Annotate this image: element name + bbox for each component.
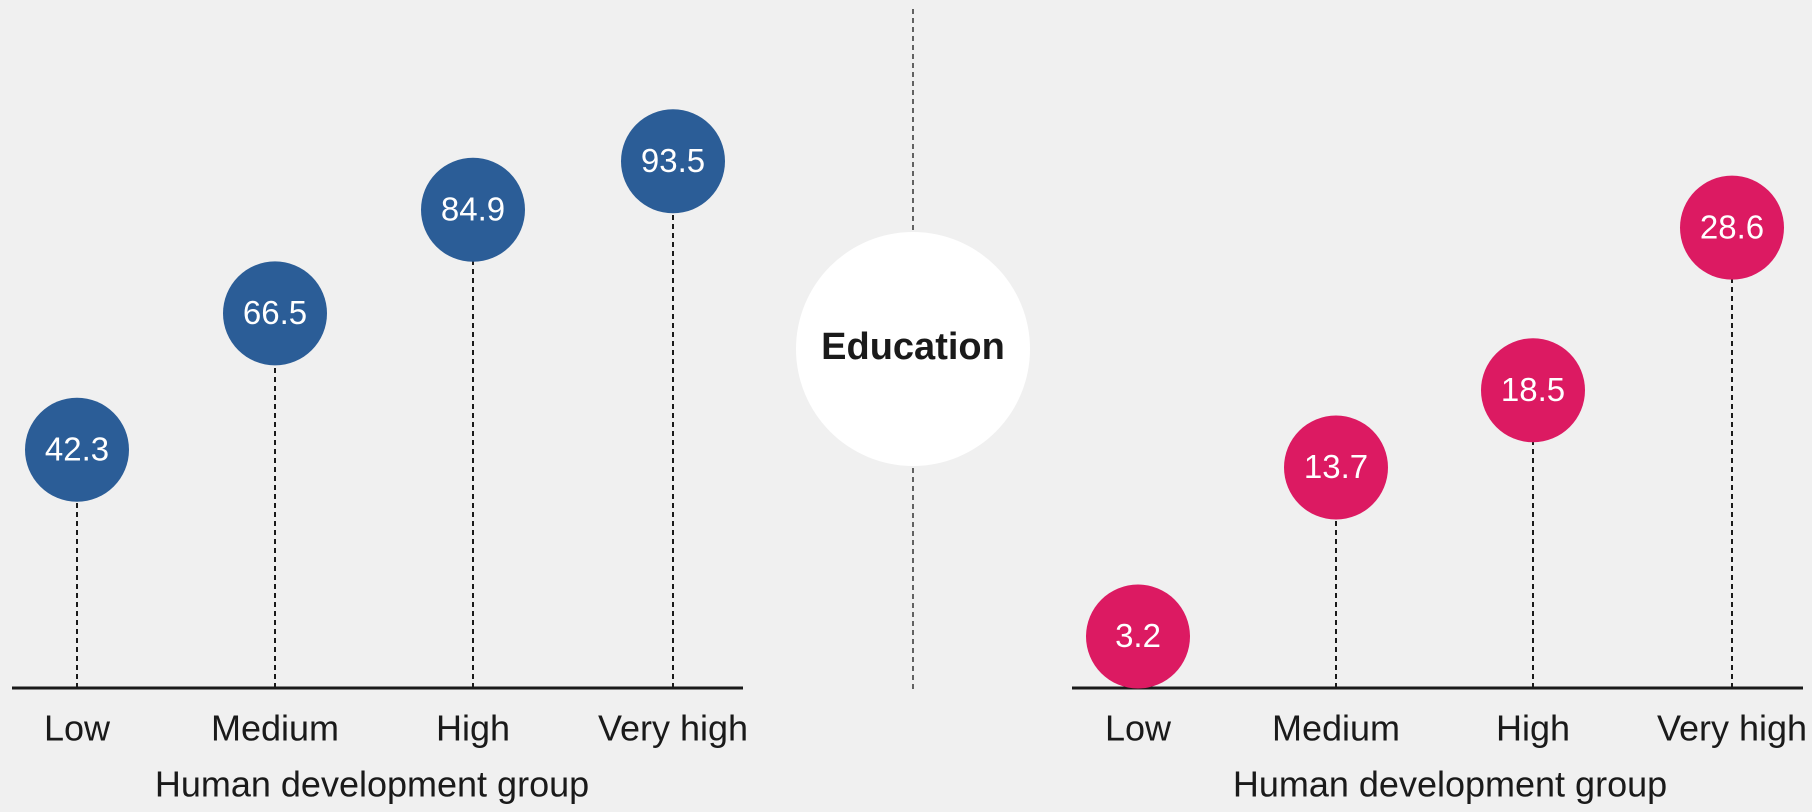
x-tick-label: Low (1105, 708, 1172, 749)
value-label: 93.5 (641, 142, 705, 179)
dot (1284, 415, 1388, 520)
value-label: 66.5 (243, 294, 307, 331)
value-label: 13.7 (1304, 448, 1368, 485)
dot (1680, 175, 1784, 280)
x-axis-label: Human development group (1233, 764, 1667, 805)
x-tick-label: Very high (598, 708, 748, 749)
value-label: 3.2 (1115, 617, 1161, 654)
x-tick-label: High (436, 708, 510, 749)
center-label: Education (821, 326, 1005, 368)
value-label: 84.9 (441, 190, 505, 227)
dot (25, 397, 129, 502)
dot (223, 261, 327, 366)
center-badge (796, 232, 1030, 466)
dot (421, 157, 525, 262)
x-tick-label: High (1496, 708, 1570, 749)
value-label: 28.6 (1700, 208, 1764, 245)
dot (1481, 338, 1585, 443)
x-tick-label: Low (44, 708, 111, 749)
x-axis-label: Human development group (155, 764, 589, 805)
x-tick-label: Very high (1657, 708, 1807, 749)
x-tick-label: Medium (1272, 708, 1400, 749)
x-tick-label: Medium (211, 708, 339, 749)
value-label: 42.3 (45, 430, 109, 467)
value-label: 18.5 (1501, 371, 1565, 408)
dot (1086, 584, 1190, 689)
dot (621, 109, 725, 214)
